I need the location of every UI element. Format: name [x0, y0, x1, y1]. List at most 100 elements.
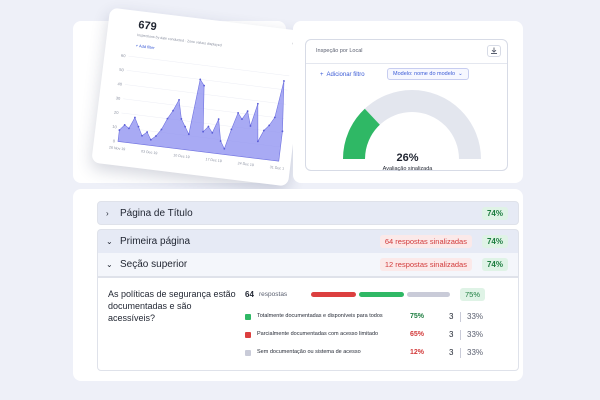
y-tick-label: 40: [117, 81, 123, 87]
gauge-panel: Inspeção por Local + Adicionar filtro Mo…: [293, 21, 523, 183]
x-tick-label: 10 Dec 19: [173, 153, 190, 159]
chevron-down-icon: ⌄: [106, 260, 113, 269]
chevron-down-icon: ⌄: [106, 237, 113, 246]
data-point[interactable]: [249, 125, 252, 127]
gridline: [124, 84, 286, 105]
gridline: [128, 55, 290, 77]
flagged-badge: 12 respostas sinalizadas: [379, 258, 472, 271]
data-point[interactable]: [184, 125, 186, 128]
x-tick-label: 31 Dec 19: [270, 165, 287, 171]
data-point[interactable]: [155, 135, 157, 137]
data-point[interactable]: [172, 109, 174, 112]
responses-label: respostas: [259, 291, 288, 298]
data-point[interactable]: [202, 130, 205, 133]
score-badge: 74%: [481, 235, 508, 248]
data-point[interactable]: [223, 147, 226, 150]
data-point[interactable]: [207, 125, 210, 128]
x-tick-label: 26 Nov 19: [109, 145, 126, 151]
response-bar-green: [359, 292, 404, 297]
data-point[interactable]: [219, 140, 222, 142]
data-point[interactable]: [281, 130, 284, 133]
summary-percent-badge: 75%: [460, 288, 486, 301]
data-point[interactable]: [187, 133, 190, 136]
data-point[interactable]: [149, 138, 152, 141]
inspections-area-chart: 60 50 40 30 20 10 0 26 Nov 19 03 Dec 19 10 Dec 19…: [109, 53, 290, 171]
data-point[interactable]: [217, 118, 220, 121]
data-point[interactable]: [256, 140, 259, 143]
legend-square: [245, 350, 251, 356]
x-tick-label: 03 Dec 19: [141, 149, 158, 155]
data-point[interactable]: [241, 118, 243, 121]
data-point[interactable]: [199, 78, 202, 81]
section-row-first-page[interactable]: ⌄ Primeira página 64 respostas sinalizad…: [97, 229, 519, 253]
option-label: Parcialmente documentadas com acesso lim…: [257, 331, 379, 337]
section-row-top-section[interactable]: ⌄ Seção superior 12 respostas sinalizada…: [97, 253, 519, 277]
series-area: [117, 78, 285, 162]
data-point[interactable]: [273, 116, 276, 119]
data-point[interactable]: [128, 127, 130, 130]
response-bar-red: [311, 292, 356, 297]
chevron-down-icon: ⌄: [458, 71, 463, 77]
gauge-fill: [343, 108, 381, 160]
question-text: As políticas de segurança estão document…: [108, 289, 236, 323]
section-row-title-page[interactable]: › Página de Título 74%: [97, 201, 519, 225]
download-icon: [491, 47, 497, 54]
option-share: 33%: [467, 348, 484, 357]
add-filter-button[interactable]: + Adicionar filtro: [320, 72, 365, 78]
option-share: 33%: [467, 330, 484, 339]
download-button[interactable]: [487, 45, 501, 57]
gauge-card: Inspeção por Local + Adicionar filtro Mo…: [305, 39, 508, 172]
flagged-gauge: [343, 90, 481, 160]
inspections-chart-card: 679 Inspections by date conducted · Zone…: [91, 7, 307, 187]
question-card: As políticas de segurança estão document…: [97, 277, 519, 371]
option-count: 3: [449, 330, 454, 339]
data-point[interactable]: [283, 80, 285, 82]
data-point[interactable]: [203, 84, 206, 87]
option-share: 33%: [467, 312, 484, 321]
data-point[interactable]: [160, 128, 163, 131]
option-label: Sem documentação ou sistema de acesso: [257, 349, 361, 355]
section-title: Primeira página: [120, 236, 191, 247]
x-tick-label: 17 Dec 19: [205, 157, 222, 163]
data-point[interactable]: [118, 129, 121, 131]
data-point[interactable]: [166, 117, 169, 120]
data-point[interactable]: [178, 98, 180, 101]
data-point[interactable]: [262, 129, 265, 132]
data-point[interactable]: [146, 131, 149, 133]
legend-square: [245, 332, 251, 338]
data-point[interactable]: [141, 134, 143, 137]
gauge-label: Avaliação sinalizada: [382, 166, 433, 172]
model-select-label: Modelo: nome do modelo: [393, 71, 456, 77]
score-badge: 74%: [481, 258, 508, 271]
data-point[interactable]: [180, 118, 183, 120]
data-point[interactable]: [123, 124, 126, 126]
data-point[interactable]: [134, 116, 136, 119]
data-point[interactable]: [268, 124, 271, 127]
option-count: 3: [449, 348, 454, 357]
answer-option: Totalmente documentadas e disponíveis pa…: [245, 311, 515, 323]
divider: [460, 312, 461, 322]
response-bar-grey: [407, 292, 450, 297]
plus-icon: +: [320, 72, 324, 78]
y-tick-label: 60: [121, 53, 127, 59]
data-point[interactable]: [137, 125, 140, 128]
data-point[interactable]: [237, 111, 239, 114]
divider: [306, 63, 507, 64]
data-point[interactable]: [211, 131, 214, 134]
option-percent: 65%: [410, 331, 425, 338]
option-label: Totalmente documentadas e disponíveis pa…: [257, 313, 383, 319]
add-filter-label: Adicionar filtro: [326, 72, 365, 78]
y-tick-label: 20: [114, 110, 120, 116]
data-point[interactable]: [230, 128, 233, 131]
answer-option: Parcialmente documentadas com acesso lim…: [245, 329, 515, 341]
data-point[interactable]: [256, 102, 259, 105]
divider: [460, 348, 461, 358]
section-title: Página de Título: [120, 207, 193, 219]
data-point[interactable]: [246, 110, 249, 113]
chart-add-filter-link[interactable]: + Add filter: [135, 42, 155, 51]
gauge-percent: 26%: [396, 152, 419, 164]
y-tick-label: 10: [112, 124, 118, 130]
model-select[interactable]: Modelo: nome do modelo ⌄: [387, 68, 469, 80]
responses-count: 64: [245, 290, 254, 299]
chevron-right-icon: ›: [106, 208, 109, 218]
